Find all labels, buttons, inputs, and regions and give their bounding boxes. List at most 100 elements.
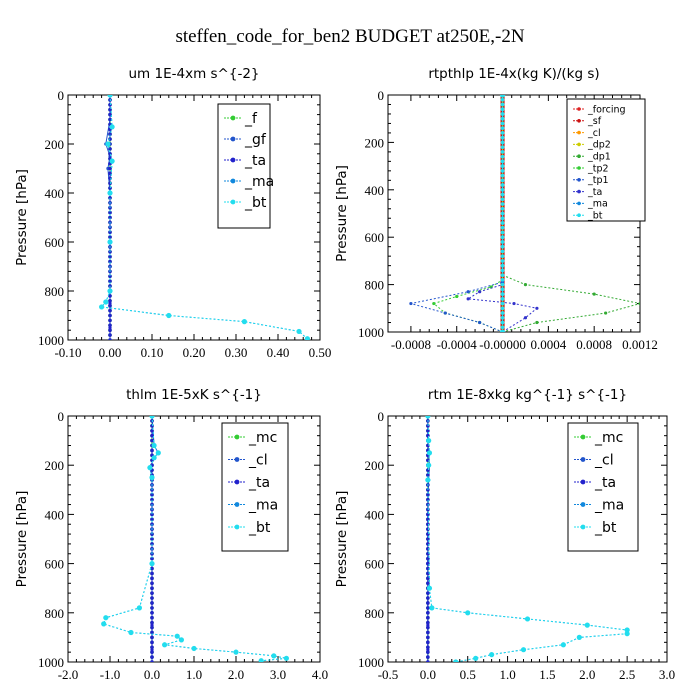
x-tick-label: -0.00000 (479, 337, 526, 352)
legend-label: _sf (587, 116, 602, 127)
panel-title: um 1E-4xm s^{-2} (129, 66, 260, 82)
series-point (592, 292, 596, 296)
series-point (500, 259, 505, 263)
legend-label: _ta (244, 153, 266, 169)
series-point (425, 416, 431, 419)
series-point (150, 611, 154, 615)
series-point (149, 416, 155, 419)
legend-marker (577, 142, 581, 147)
legend: _mc _cl _ta _ma _bt (567, 422, 639, 552)
series-point (150, 591, 154, 595)
x-tick-label: 1.0 (186, 667, 202, 682)
series-point (150, 660, 154, 662)
legend-label: _gf (244, 132, 267, 148)
series-point (426, 450, 433, 456)
series-line (466, 95, 539, 332)
series-point (108, 338, 112, 340)
x-tick-label: 2.0 (228, 667, 244, 682)
y-tick-label: 0 (378, 88, 385, 103)
x-tick-label: 0.20 (183, 345, 206, 360)
series-point (128, 629, 134, 636)
series-point (500, 221, 505, 225)
panel-4: rtm 1E-8xkg kg^{-1} s^{-1} Pressure [hPa]… (334, 387, 675, 682)
series-line (100, 95, 308, 340)
series-point (258, 658, 264, 662)
series-point (271, 653, 277, 659)
series-point (108, 181, 112, 185)
series-point (500, 131, 505, 135)
series-point (150, 640, 154, 645)
legend-marker (234, 457, 240, 462)
series-point (500, 112, 505, 116)
legend-marker (230, 136, 236, 142)
legend-marker (230, 157, 236, 163)
legend-label: _ma (594, 497, 624, 513)
legend-label: _f (244, 111, 258, 127)
legend-label: _forcing (587, 104, 626, 115)
y-tick-label: 200 (45, 137, 65, 152)
legend-marker (577, 107, 581, 111)
series-point (500, 268, 505, 273)
series-point (191, 645, 197, 652)
series-point (500, 330, 505, 332)
y-tick-label: 400 (365, 183, 385, 198)
series-point (426, 650, 430, 654)
series-point (150, 566, 154, 571)
y-axis-label: Pressure [hPa] (14, 169, 30, 266)
series-point (426, 611, 430, 615)
series-point (500, 278, 505, 282)
y-tick-label: 800 (45, 606, 65, 621)
series-point (560, 642, 566, 648)
x-tick-label: -0.10 (54, 345, 81, 360)
series-point (426, 625, 430, 630)
series-point (426, 462, 432, 468)
series-point (500, 311, 505, 315)
x-tick-label: 0.0012 (622, 337, 658, 352)
series-point (500, 273, 505, 277)
legend-label: _dp2 (587, 140, 611, 151)
series-point (426, 537, 430, 541)
series-point (426, 497, 430, 502)
panel-title: rtm 1E-8xkg kg^{-1} s^{-1} (428, 387, 627, 403)
series-point (108, 235, 112, 239)
series-point (473, 655, 479, 661)
series-point (108, 303, 112, 308)
legend-marker (577, 213, 581, 217)
series-point (500, 244, 505, 249)
series-point (500, 164, 505, 168)
series-point (520, 647, 527, 653)
series-point (426, 640, 430, 645)
legend-marker (577, 201, 581, 206)
legend-marker (580, 502, 586, 507)
series-point (426, 655, 430, 659)
legend-label: _cl (594, 452, 614, 468)
series-point (500, 216, 505, 221)
legend-marker (230, 199, 236, 205)
legend-marker (580, 479, 586, 485)
series-point (500, 211, 505, 216)
x-tick-label: -0.5 (378, 667, 399, 682)
legend-marker (230, 178, 236, 184)
legend-label: _ta (248, 475, 270, 491)
series-point (500, 183, 505, 187)
series-point (500, 206, 505, 211)
series-point (500, 287, 505, 292)
series-line (502, 95, 640, 332)
series-point (624, 627, 630, 633)
series-point (150, 576, 154, 581)
series-point (426, 522, 430, 527)
series-point (425, 477, 431, 483)
y-tick-label: 1000 (358, 655, 384, 670)
series-point (426, 606, 430, 610)
x-tick-label: 3.0 (659, 667, 675, 682)
series-point (103, 615, 109, 621)
series-point (426, 591, 430, 595)
y-tick-label: 600 (365, 557, 385, 572)
series-point (150, 448, 154, 453)
series-point (465, 610, 471, 616)
series-point (149, 474, 155, 481)
series-point (523, 316, 528, 320)
series-point (150, 517, 154, 522)
series-point (426, 517, 430, 522)
series-point (151, 442, 157, 449)
